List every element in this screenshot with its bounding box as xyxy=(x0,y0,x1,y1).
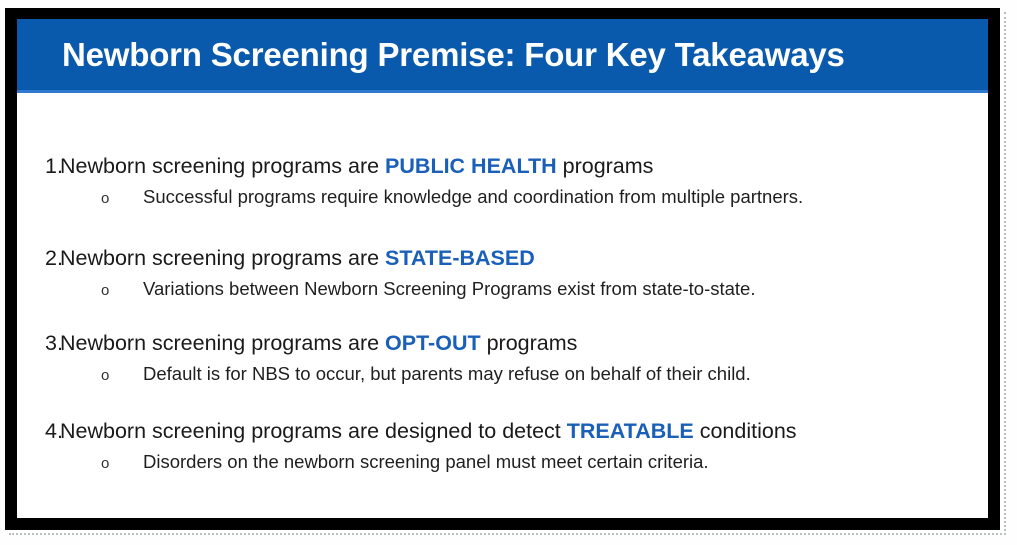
sub-bullet-circle-icon: o xyxy=(101,282,110,299)
slide-body: 1. Newborn screening programs are PUBLIC… xyxy=(17,152,988,518)
slide-header-bar: Newborn Screening Premise: Four Key Take… xyxy=(17,19,988,90)
takeaway-text-before: Newborn screening programs are xyxy=(60,154,386,178)
takeaway-text-before: Newborn screening programs are xyxy=(60,331,386,355)
takeaway-main-text: Newborn screening programs are OPT-OUT p… xyxy=(60,329,988,357)
takeaway-text-after: programs xyxy=(556,154,654,178)
takeaway-text-before: Newborn screening programs are designed … xyxy=(60,419,567,443)
takeaway-main-text: Newborn screening programs are designed … xyxy=(60,417,988,445)
takeaway-main-text: Newborn screening programs are PUBLIC HE… xyxy=(60,152,988,180)
takeaway-text-after: programs xyxy=(480,331,578,355)
takeaway-sub-line: o Variations between Newborn Screening P… xyxy=(17,276,988,304)
takeaway-sub-line: o Successful programs require knowledge … xyxy=(17,184,988,212)
slide-black-frame: Newborn Screening Premise: Four Key Take… xyxy=(5,8,1000,530)
takeaway-sub-line: o Disorders on the newborn screening pan… xyxy=(17,449,988,477)
takeaway-main-line: 1. Newborn screening programs are PUBLIC… xyxy=(17,152,988,180)
takeaway-sub-text: Default is for NBS to occur, but parents… xyxy=(143,363,751,384)
takeaway-list: 1. Newborn screening programs are PUBLIC… xyxy=(17,152,988,477)
takeaway-number: 1. xyxy=(45,154,63,178)
takeaway-main-line: 4. Newborn screening programs are design… xyxy=(17,417,988,445)
slide-title: Newborn Screening Premise: Four Key Take… xyxy=(62,35,845,73)
takeaway-accent-term: STATE-BASED xyxy=(385,246,535,270)
takeaway-number: 4. xyxy=(45,419,63,443)
takeaway-number: 2. xyxy=(45,246,63,270)
takeaway-number: 3. xyxy=(45,331,63,355)
sub-bullet-circle-icon: o xyxy=(101,190,110,207)
takeaway-item-2: 2. Newborn screening programs are STATE-… xyxy=(17,244,988,304)
takeaway-text-before: Newborn screening programs are xyxy=(60,246,386,270)
takeaway-item-1: 1. Newborn screening programs are PUBLIC… xyxy=(17,152,988,212)
takeaway-text-after: conditions xyxy=(693,419,797,443)
takeaway-sub-line: o Default is for NBS to occur, but paren… xyxy=(17,361,988,389)
takeaway-main-text: Newborn screening programs are STATE-BAS… xyxy=(60,244,988,272)
takeaway-accent-term: PUBLIC HEALTH xyxy=(385,154,557,178)
takeaway-sub-text: Disorders on the newborn screening panel… xyxy=(143,451,709,472)
takeaway-main-line: 3. Newborn screening programs are OPT-OU… xyxy=(17,329,988,357)
takeaway-main-line: 2. Newborn screening programs are STATE-… xyxy=(17,244,988,272)
takeaway-accent-term: TREATABLE xyxy=(566,419,694,443)
takeaway-sub-text: Variations between Newborn Screening Pro… xyxy=(143,278,756,299)
takeaway-item-4: 4. Newborn screening programs are design… xyxy=(17,417,988,477)
sub-bullet-circle-icon: o xyxy=(101,455,110,472)
takeaway-sub-text: Successful programs require knowledge an… xyxy=(143,186,804,207)
sub-bullet-circle-icon: o xyxy=(101,367,110,384)
presentation-slide: Newborn Screening Premise: Four Key Take… xyxy=(17,19,988,518)
takeaway-accent-term: OPT-OUT xyxy=(385,331,481,355)
takeaway-item-3: 3. Newborn screening programs are OPT-OU… xyxy=(17,329,988,389)
header-underline-rule xyxy=(17,90,988,93)
